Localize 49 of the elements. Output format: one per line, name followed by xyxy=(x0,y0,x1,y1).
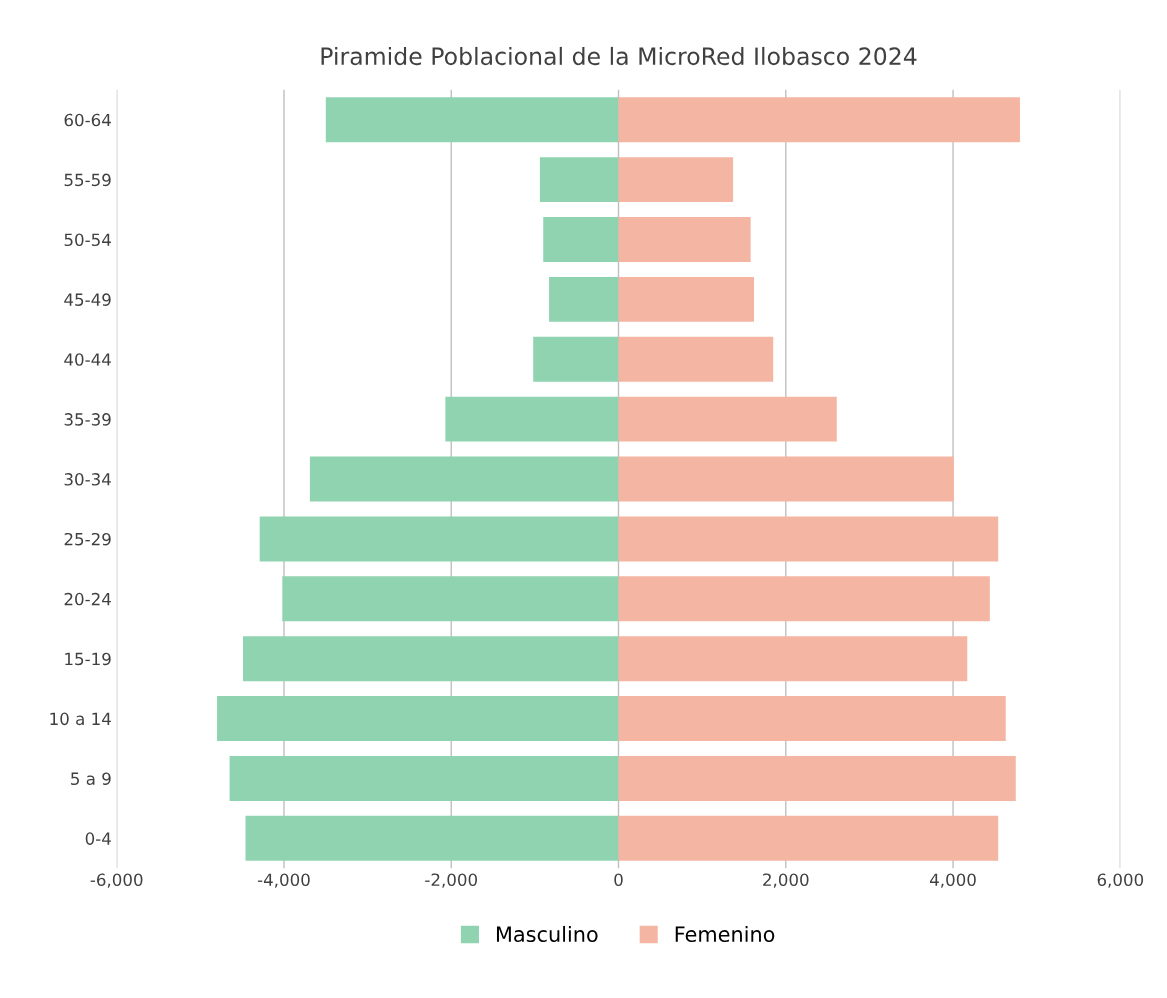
bar xyxy=(618,755,1016,801)
bar xyxy=(245,815,619,861)
bar xyxy=(618,696,1006,742)
bar xyxy=(618,576,990,622)
y-tick-label: 55-59 xyxy=(64,173,111,187)
y-tick-label: 60-64 xyxy=(64,113,111,127)
y-tick-label: 0-4 xyxy=(85,832,111,845)
x-tick-label: -2,000 xyxy=(425,873,477,888)
bar xyxy=(618,456,954,502)
bar xyxy=(259,516,619,562)
bar xyxy=(618,815,999,861)
bar xyxy=(618,276,754,322)
x-tick-label: 4,000 xyxy=(930,873,976,888)
bar xyxy=(282,576,619,622)
bar xyxy=(618,516,999,562)
y-tick-label: 15-19 xyxy=(65,652,111,666)
bar xyxy=(229,755,619,801)
bar xyxy=(618,217,751,262)
bar xyxy=(445,396,619,442)
y-tick-label: 35-39 xyxy=(64,413,111,426)
bar xyxy=(618,97,1020,143)
y-tick-label: 25-29 xyxy=(64,532,111,546)
y-tick-label: 50-54 xyxy=(64,233,111,247)
bar xyxy=(533,336,619,382)
y-tick-label: 45-49 xyxy=(64,293,111,306)
bar xyxy=(217,696,619,742)
x-tick-label: 0 xyxy=(614,873,623,887)
bar xyxy=(618,636,968,682)
y-tick-label: 10 a 14 xyxy=(50,712,111,726)
x-tick-label: -6,000 xyxy=(90,873,143,888)
x-tick-label: 6,000 xyxy=(1097,873,1144,888)
bar xyxy=(325,97,619,143)
y-tick-label: 5 a 9 xyxy=(71,772,111,786)
bar xyxy=(539,157,619,203)
y-tick-label: 30-34 xyxy=(64,473,111,486)
bar xyxy=(618,157,734,203)
y-tick-label: 20-24 xyxy=(64,592,111,606)
x-tick-label: -4,000 xyxy=(257,873,310,888)
bar xyxy=(549,276,619,322)
bar xyxy=(309,456,619,502)
legend-label: Masculino xyxy=(496,925,598,943)
bar xyxy=(242,636,619,682)
y-tick-label: 40-44 xyxy=(64,353,111,366)
bar xyxy=(618,336,774,382)
bar xyxy=(543,217,619,262)
x-tick-label: 2,000 xyxy=(763,873,809,888)
bar xyxy=(618,396,837,442)
legend-label: Femenino xyxy=(675,925,775,943)
chart-title: Piramide Poblacional de la MicroRed Ilobasco 2024 xyxy=(321,46,917,66)
